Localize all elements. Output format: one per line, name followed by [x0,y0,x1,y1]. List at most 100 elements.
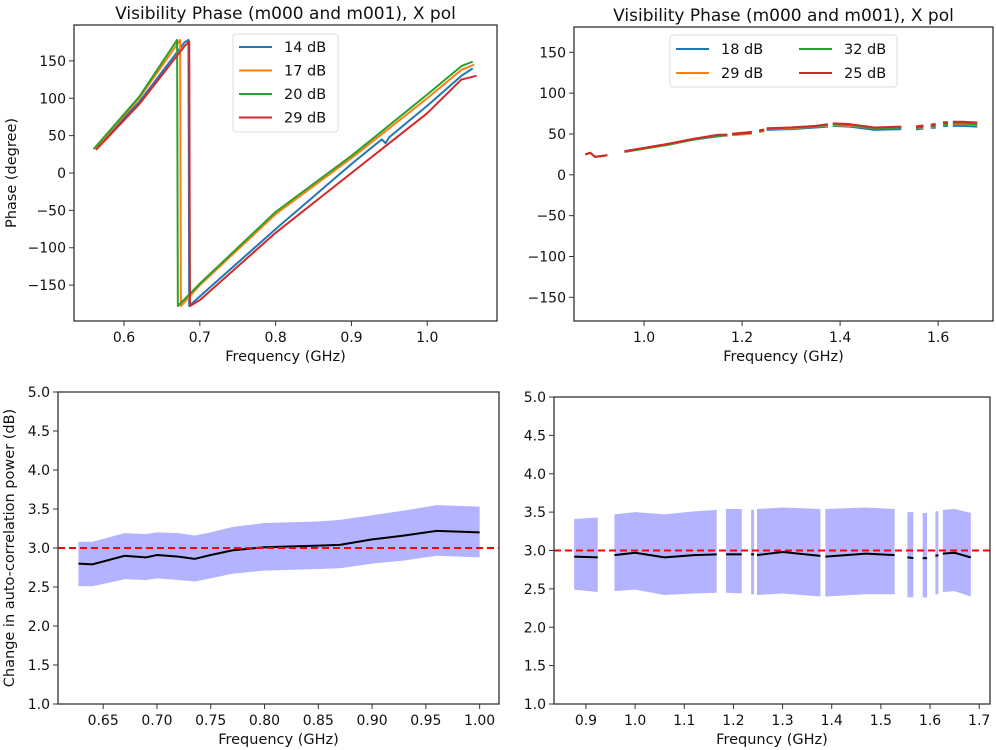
x-axis-label: Frequency (GHz) [218,732,339,748]
mean-line [935,554,939,557]
x-tick-label: 0.90 [356,713,387,729]
y-tick-label: 3.5 [28,502,50,518]
legend-label: 17 dB [284,64,326,80]
series-line-25-db [832,122,902,129]
x-tick-label: 0.7 [189,330,211,346]
x-axis-label: Frequncy (GHz) [716,732,828,748]
y-tick-label: −150 [28,278,66,294]
x-tick-label: 1.5 [870,713,892,729]
y-tick-label: 2.5 [524,582,546,598]
uncertainty-band [574,517,598,592]
series-line-32-db [952,122,978,126]
mean-line [78,529,480,566]
subplot-3: 0.65 0.70 0.75 0.80 0.85 0.90 0.95 1.00 5.0 4.5 4.… [2,385,500,748]
x-tick-label: 0.70 [141,713,172,729]
x-tick-label: 1.4 [821,713,843,729]
uncertainty-band [922,512,928,598]
x-tick-label: 1.3 [771,713,793,729]
mean-line [907,556,914,560]
x-tick-label: 0.9 [340,330,362,346]
mean-line [942,551,972,559]
x-tick-label: 0.80 [249,713,280,729]
series-line-29-db [95,40,477,308]
uncertainty-band [614,509,717,596]
mean-line [614,551,717,559]
x-tick-label: 0.95 [410,713,441,729]
y-tick-label: 150 [539,45,566,61]
x-tick-label: 0.8 [265,330,287,346]
x-tick-label: 1.6 [919,713,941,729]
series-line-25-db [952,120,978,124]
y-tick-label: 50 [548,127,566,143]
subplot-4: 0.9 1.0 1.1 1.2 1.3 1.4 1.5 1.6 1.7 5.0 4.5 4.0 3.5 3… [524,390,991,748]
plot-area [58,505,499,587]
y-tick-label: 3.5 [524,505,546,521]
uncertainty-band [825,507,895,597]
y-tick-label: 0 [57,166,66,182]
x-axis-label: Frequency (GHz) [723,349,844,365]
y-tick-label: 4.0 [524,467,546,483]
y-tick-label: 1.5 [28,658,50,674]
y-tick-label: 1.5 [524,659,546,675]
series-line-17-db [94,38,475,308]
y-tick-label: 1.0 [28,697,50,713]
y-tick-label: −50 [36,203,66,219]
legend: 14 dB 17 dB 20 dB 29 dB [232,33,339,133]
legend-label: 20 dB [284,87,326,103]
x-tick-label: 1.2 [722,713,744,729]
axes-frame [573,26,994,322]
y-tick-label: 4.5 [524,428,546,444]
mean-line [574,555,598,559]
x-axis-label: Frequency (GHz) [225,349,346,365]
x-tick-label: 0.6 [113,330,135,346]
series-line-25-db [584,151,608,158]
series-line-20-db [92,38,474,308]
y-tick-label: 3.0 [524,544,546,560]
legend-box [669,34,898,88]
legend-label: 14 dB [284,40,326,56]
x-tick-label: 0.65 [88,713,119,729]
y-tick-label: 100 [39,91,66,107]
y-tick-label: 2.0 [524,620,546,636]
legend-label: 29 dB [721,66,763,82]
x-tick-label: 1.0 [624,713,646,729]
y-tick-label: −100 [28,241,66,257]
y-tick-label: 100 [539,86,566,102]
y-tick-label: −150 [528,290,566,306]
series-line-25-db [915,124,924,128]
uncertainty-band [907,512,914,598]
x-tick-label: 1.2 [731,330,753,346]
x-tick-label: 1.0 [416,330,438,346]
y-tick-label: −50 [536,209,566,225]
series-line-25-db [624,133,728,153]
x-tick-label: 1.1 [673,713,695,729]
x-tick-label: 1.4 [829,330,851,346]
y-tick-label: 2.0 [28,619,50,635]
chart-title: Visibility Phase (m000 and m001), X pol [613,6,954,26]
legend-label: 18 dB [721,42,763,58]
y-tick-label: 5.0 [28,385,50,401]
y-tick-label: 4.5 [28,424,50,440]
uncertainty-band [935,511,939,595]
plot-area [584,120,978,158]
uncertainty-band [751,509,755,595]
y-tick-label: 1.0 [524,697,546,713]
y-tick-label: 3.0 [28,541,50,557]
x-tick-label: 1.7 [968,713,990,729]
x-tick-label: 1.6 [927,330,949,346]
legend-label: 25 dB [844,66,886,82]
y-tick-label: 4.0 [28,463,50,479]
series-line-18-db [952,124,978,128]
y-tick-label: 5.0 [524,390,546,406]
y-tick-label: 50 [48,129,66,145]
plot-area [554,507,990,598]
subplot-2: 1.0 1.2 1.4 1.6 150 100 50 0 −50 −100 −150 Frequenc… [528,6,994,365]
y-tick-label: −100 [528,249,566,265]
subplot-1: 0.6 0.7 0.8 0.9 1.0 150 100 50 0 −50 −100 −150 Frequ… [4,4,498,365]
x-tick-label: 0.75 [195,713,226,729]
legend-label: 32 dB [844,42,886,58]
series-line-25-db [930,122,936,127]
legend-label: 29 dB [284,111,326,127]
x-tick-label: 0.9 [575,713,597,729]
